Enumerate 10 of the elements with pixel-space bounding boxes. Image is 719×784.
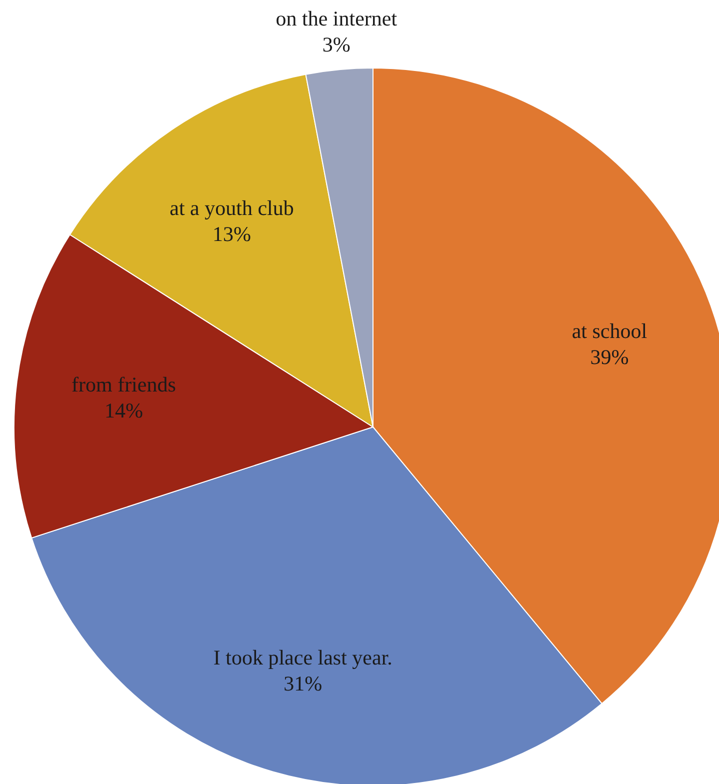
slice-label: I took place last year. (213, 645, 392, 670)
data-label: 39% (590, 344, 629, 369)
slice-label: at school (572, 318, 648, 343)
data-label: 31% (284, 671, 322, 696)
data-label: 14% (104, 398, 143, 423)
slice-label: on the internet (276, 6, 398, 31)
data-label: 13% (212, 222, 251, 246)
slice-label: at a youth club (170, 196, 294, 220)
slice-label: from friends (71, 372, 176, 397)
data-label: 3% (322, 32, 350, 57)
